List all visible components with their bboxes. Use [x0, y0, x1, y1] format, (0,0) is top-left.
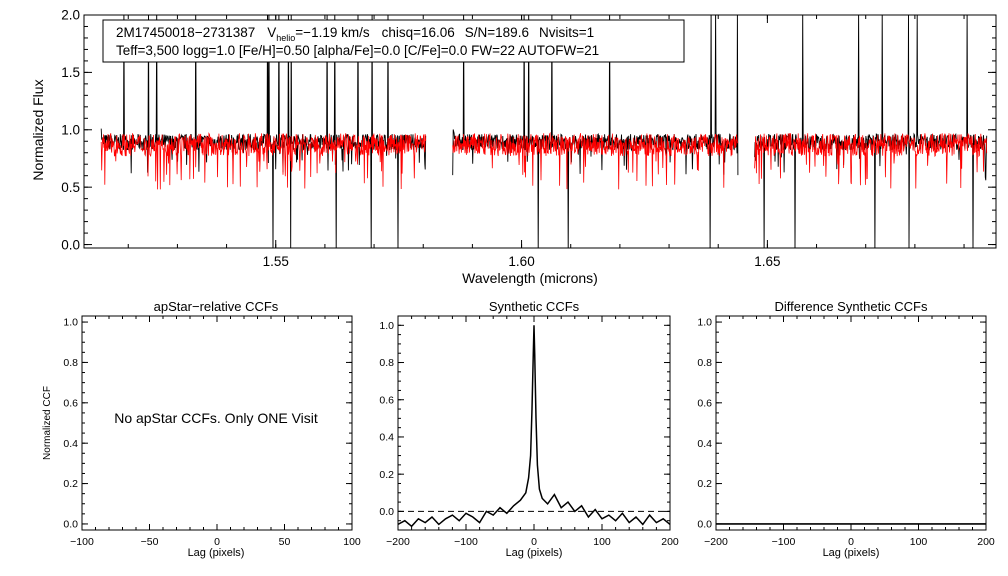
y-tick-label: 0.8 [379, 357, 394, 369]
y-tick-label: 0.8 [63, 357, 78, 369]
x-tick-label: 1.65 [754, 254, 780, 269]
star-id: 2M17450018−2731387 [116, 25, 255, 40]
x-tick-label: −200 [386, 536, 410, 548]
y-tick-label: 0.4 [697, 438, 712, 450]
nvisits-value: Nvisits=1 [539, 25, 594, 40]
y-tick-label: 0.0 [61, 237, 80, 252]
x-tick-label: 200 [661, 536, 679, 548]
difference-ccf-panel: Difference Synthetic CCFs −200 −100 0 100 20… [697, 299, 995, 559]
y-tick-label: 1.0 [379, 320, 394, 332]
difference-ccf-title: Difference Synthetic CCFs [775, 299, 928, 314]
y-tick-label: 0.4 [63, 438, 78, 450]
x-tick-label: 200 [977, 536, 995, 548]
difference-ticks: −200 −100 0 100 200 0.0 0.2 0.4 0.6 0.8 1.0 [697, 316, 995, 548]
x-tick-label: −100 [454, 536, 478, 548]
x-tick-label: 100 [593, 536, 611, 548]
x-tick-label: 100 [910, 536, 928, 548]
x-tick-label: 0 [531, 536, 537, 548]
difference-x-axis-label: Lag (pixels) [823, 547, 880, 559]
y-tick-label: 0.0 [697, 519, 712, 531]
y-tick-label: 0.4 [379, 432, 394, 444]
chisq-value: chisq=16.06 [382, 25, 455, 40]
synthetic-ccf-title: Synthetic CCFs [489, 299, 580, 314]
spectrum-axes-frame [83, 14, 997, 249]
x-tick-label: 1.60 [508, 254, 534, 269]
apstar-x-axis-label: Lag (pixels) [188, 547, 245, 559]
vhelio-symbol: V [267, 25, 276, 40]
spectrum-y-axis-label: Normalized Flux [30, 79, 46, 180]
x-tick-label: 0 [214, 536, 220, 548]
fit-parameters-line-2: Teff=3,500 logg=1.0 [Fe/H]=0.50 [alpha/F… [116, 43, 599, 58]
y-tick-label: 0.2 [63, 478, 78, 490]
y-tick-label: 0.2 [379, 469, 394, 481]
y-tick-label: 0.6 [697, 397, 712, 409]
fit-parameters-box [102, 19, 685, 63]
model-spectrum-line [100, 131, 988, 190]
synthetic-ccf-panel: Synthetic CCFs −200 −100 0 100 200 0.0 0.2 0.4 0… [379, 299, 679, 559]
x-tick-label: −50 [141, 536, 159, 548]
y-tick-label: 0.0 [63, 519, 78, 531]
y-tick-label: 0.0 [379, 506, 394, 518]
spectrum-ticks: 1.55 1.60 1.65 0.0 0.5 1.0 1.5 2.0 [61, 8, 996, 269]
y-tick-label: 0.6 [63, 397, 78, 409]
apstar-ccf-panel: apStar−relative CCFs −100 −50 0 50 100 0.0 0.2… [42, 299, 361, 559]
y-tick-label: 0.2 [697, 478, 712, 490]
y-tick-label: 1.0 [697, 317, 712, 329]
snr-value: S/N=189.6 [465, 25, 529, 40]
spectrum-x-axis-label: Wavelength (microns) [462, 270, 598, 286]
x-tick-label: 0 [848, 536, 854, 548]
spectrum-plot-area [100, 15, 988, 248]
x-tick-label: 1.55 [263, 254, 289, 269]
synthetic-ccf-line [397, 325, 671, 528]
x-tick-label: 100 [343, 536, 361, 548]
apstar-ccf-title: apStar−relative CCFs [154, 299, 279, 314]
x-tick-label: −200 [704, 536, 728, 548]
synthetic-ticks: −200 −100 0 100 200 0.0 0.2 0.4 0.6 0.8 1.0 [379, 315, 679, 548]
difference-axes-frame [715, 315, 987, 531]
vhelio-subscript: helio [276, 33, 295, 43]
y-tick-label: 1.0 [63, 317, 78, 329]
y-tick-label: 0.6 [379, 394, 394, 406]
y-tick-label: 1.5 [61, 65, 80, 80]
apstar-y-axis-label: Normalized CCF [42, 386, 53, 460]
x-tick-label: 50 [279, 536, 291, 548]
x-tick-label: −100 [70, 536, 94, 548]
spectrum-panel: 1.55 1.60 1.65 0.0 0.5 1.0 1.5 2.0 Wavelength (… [30, 8, 997, 286]
fit-parameters-line-1: 2M17450018−2731387 Vhelio=−1.19 km/s chisq… [116, 25, 594, 43]
spectrum-lines [100, 15, 988, 248]
y-tick-label: 1.0 [61, 123, 80, 138]
apstar-ticks: −100 −50 0 50 100 0.0 0.2 0.4 0.6 0.8 1.0 [63, 316, 361, 548]
apstar-no-data-message: No apStar CCFs. Only ONE Visit [114, 410, 318, 426]
vhelio-value: =−1.19 km/s [295, 25, 370, 40]
y-tick-label: 0.5 [61, 180, 80, 195]
y-tick-label: 0.8 [697, 357, 712, 369]
synthetic-plot-area [397, 325, 671, 528]
synthetic-x-axis-label: Lag (pixels) [506, 547, 563, 559]
y-tick-label: 2.0 [61, 8, 80, 23]
x-tick-label: −100 [772, 536, 796, 548]
